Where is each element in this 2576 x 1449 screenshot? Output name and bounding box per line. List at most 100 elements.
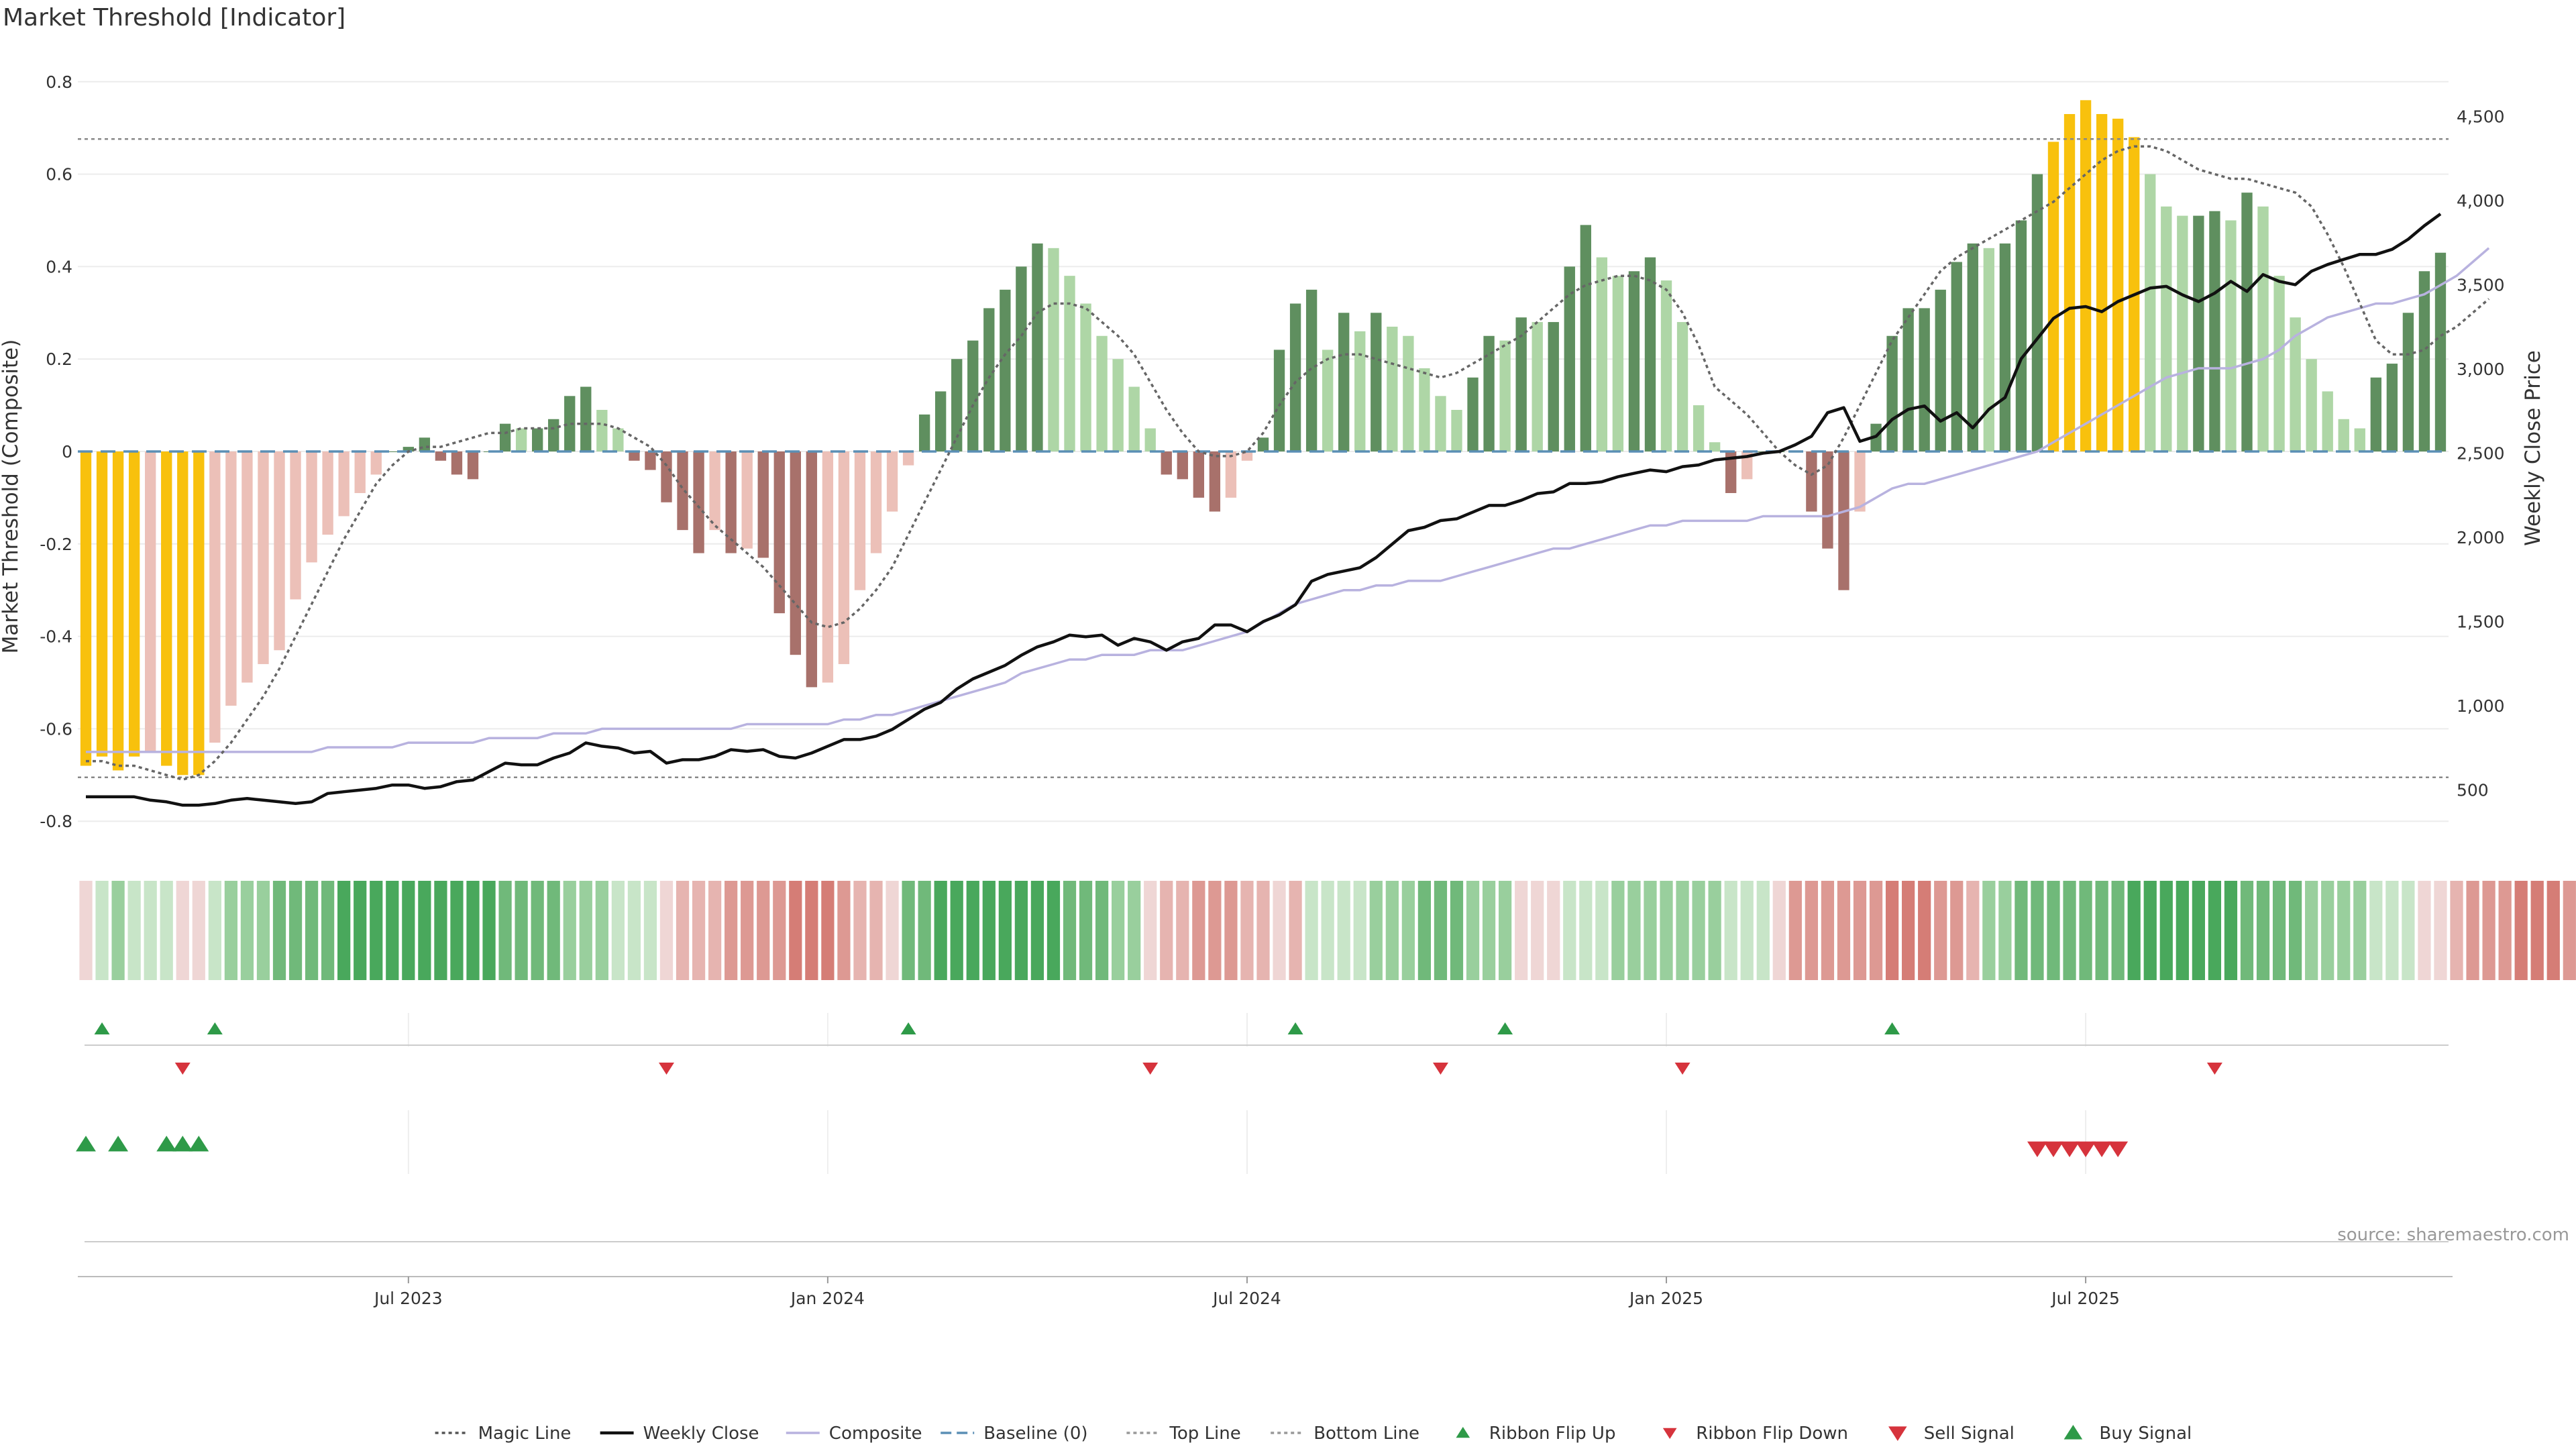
ribbon-cell xyxy=(224,881,238,980)
ribbon-cell xyxy=(2402,881,2415,980)
composite-bar xyxy=(451,451,463,475)
composite-bar xyxy=(531,428,543,451)
ribbon-cell xyxy=(1030,881,1044,980)
ribbon-flip-down-marker xyxy=(658,1063,674,1075)
composite-bar xyxy=(806,451,818,688)
composite-bar xyxy=(1225,451,1237,498)
sell-signal-marker xyxy=(2027,1141,2047,1157)
ribbon-cell xyxy=(160,881,173,980)
composite-bar xyxy=(1467,377,1479,451)
ribbon-strip xyxy=(79,881,2576,980)
ribbon-cell xyxy=(708,881,722,980)
composite-bar xyxy=(1273,350,1285,451)
ribbon-flip-up-marker xyxy=(94,1022,110,1034)
composite-bar xyxy=(402,447,415,451)
ribbon-cell xyxy=(1772,881,1786,980)
composite-bar xyxy=(1128,386,1140,451)
composite-bar xyxy=(935,391,947,451)
composite-bar xyxy=(1419,368,1430,451)
ribbon-cell xyxy=(2369,881,2383,980)
y2-tick-label: 3,500 xyxy=(2457,275,2505,294)
ribbon-cell xyxy=(2385,881,2399,980)
ribbon-flip-down-marker xyxy=(1674,1063,1690,1075)
composite-bar xyxy=(419,437,431,451)
legend-item: Baseline (0) xyxy=(941,1424,1088,1444)
ribbon-cell xyxy=(1256,881,1270,980)
ribbon-cell xyxy=(773,881,786,980)
ribbon-cell xyxy=(2047,881,2060,980)
ribbon-cell xyxy=(579,881,592,980)
y-tick-label: 0 xyxy=(62,442,72,462)
ribbon-cell xyxy=(321,881,335,980)
composite-bar xyxy=(1886,335,1898,451)
legend-item: Sell Signal xyxy=(1888,1424,2015,1444)
sell-signal-marker xyxy=(2092,1141,2112,1157)
ribbon-cell xyxy=(2434,881,2447,980)
ribbon-cell xyxy=(192,881,205,980)
composite-bar xyxy=(2322,391,2333,451)
ribbon-cell xyxy=(144,881,157,980)
ribbon-cell xyxy=(2288,881,2302,980)
ribbon-cell xyxy=(256,881,270,980)
composite-bar xyxy=(1064,276,1075,451)
legend-label: Ribbon Flip Down xyxy=(1696,1424,1848,1444)
ribbon-cell xyxy=(1724,881,1737,980)
composite-bar xyxy=(1628,271,1640,451)
ribbon-cell xyxy=(853,881,867,980)
ribbon-cell xyxy=(1934,881,1947,980)
composite-bar xyxy=(2193,215,2204,451)
ribbon-flip-down-marker xyxy=(174,1063,191,1075)
ribbon-cell xyxy=(595,881,608,980)
y2-axis-label: Weekly Close Price xyxy=(2521,350,2545,546)
legend-label: Weekly Close xyxy=(643,1424,759,1444)
buy-signal-marker xyxy=(76,1136,96,1152)
ribbon-cell xyxy=(1756,881,1770,980)
ribbon-flip-down-marker xyxy=(2206,1063,2222,1075)
buy-signal-marker xyxy=(108,1136,129,1152)
composite-bar xyxy=(435,451,447,461)
legend-label: Ribbon Flip Up xyxy=(1489,1424,1616,1444)
composite-bar xyxy=(499,423,511,451)
ribbon-cell xyxy=(1998,881,2012,980)
ribbon-cell xyxy=(1531,881,1544,980)
signal-panels xyxy=(76,1013,2449,1242)
ribbon-flip-down-marker xyxy=(1142,1063,1159,1075)
y2-tick-label: 2,000 xyxy=(2457,528,2505,547)
page-title: Market Threshold [Indicator] xyxy=(3,4,346,32)
composite-bar xyxy=(2080,100,2092,452)
y2-tick-label: 1,000 xyxy=(2457,696,2505,716)
composite-bar xyxy=(1564,266,1575,451)
y2-tick-label: 4,000 xyxy=(2457,191,2505,211)
ribbon-cell xyxy=(79,881,93,980)
composite-bar xyxy=(1967,243,1978,451)
composite-bar xyxy=(1016,266,1027,451)
sell-signal-marker xyxy=(2043,1141,2063,1157)
ribbon-cell xyxy=(1401,881,1415,980)
composite-bar xyxy=(1371,313,1382,451)
ribbon-cell xyxy=(1128,881,1141,980)
legend-label: Bottom Line xyxy=(1313,1424,1419,1444)
ribbon-cell xyxy=(386,881,399,980)
composite-bar xyxy=(983,308,995,451)
composite-bar xyxy=(1983,248,1995,451)
composite-bar xyxy=(2209,211,2220,451)
composite-bar xyxy=(145,451,156,752)
ribbon-cell xyxy=(1434,881,1448,980)
composite-bar xyxy=(1612,276,1624,451)
composite-bar xyxy=(2257,206,2269,451)
ribbon-cell xyxy=(950,881,963,980)
ribbon-cell xyxy=(2192,881,2205,980)
composite-bar xyxy=(2015,220,2027,451)
y-tick-label: -0.8 xyxy=(40,812,72,831)
composite-bar xyxy=(370,451,382,475)
ribbon-cell xyxy=(2305,881,2318,980)
ribbon-cell xyxy=(2321,881,2334,980)
composite-bar xyxy=(2306,359,2317,451)
legend-item: Buy Signal xyxy=(2063,1424,2192,1444)
composite-bar xyxy=(1451,409,1462,451)
ribbon-cell xyxy=(1482,881,1496,980)
ribbon-cell xyxy=(2224,881,2238,980)
ribbon-cell xyxy=(2079,881,2092,980)
composite-bar xyxy=(1532,322,1543,451)
